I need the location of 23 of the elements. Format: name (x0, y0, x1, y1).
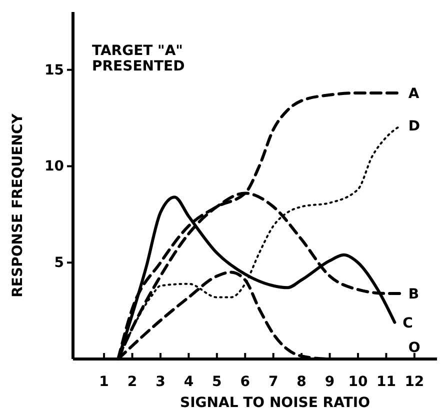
y-axis-title: RESPONSE FREQUENCY (10, 112, 26, 298)
x-tick-label: 7 (268, 374, 278, 390)
x-tick-label: 12 (404, 374, 424, 390)
series-label: C (402, 315, 413, 332)
x-tick-label: 3 (156, 374, 166, 390)
x-tick-label: 8 (296, 374, 306, 390)
x-tick-label: 2 (127, 374, 138, 390)
x-tick-label: 4 (184, 374, 194, 390)
series-label: D (408, 118, 420, 135)
x-tick-label: 6 (240, 374, 250, 390)
x-tick-label: 5 (212, 374, 222, 390)
y-tick-label: 10 (44, 158, 64, 175)
x-tick-label: 10 (348, 374, 368, 390)
series-label: B (408, 286, 419, 302)
x-axis-title: SIGNAL TO NOISE RATIO (180, 395, 370, 411)
y-tick-label: 5 (54, 255, 64, 272)
series-label: O (408, 340, 420, 356)
y-tick-label: 15 (44, 62, 64, 78)
x-tick-label: 9 (324, 374, 335, 390)
annotation: TARGET "A" PRESENTED (92, 43, 185, 74)
x-tick-label: 1 (99, 374, 109, 390)
series-label: A (408, 86, 420, 102)
x-tick-label: 11 (376, 374, 396, 390)
